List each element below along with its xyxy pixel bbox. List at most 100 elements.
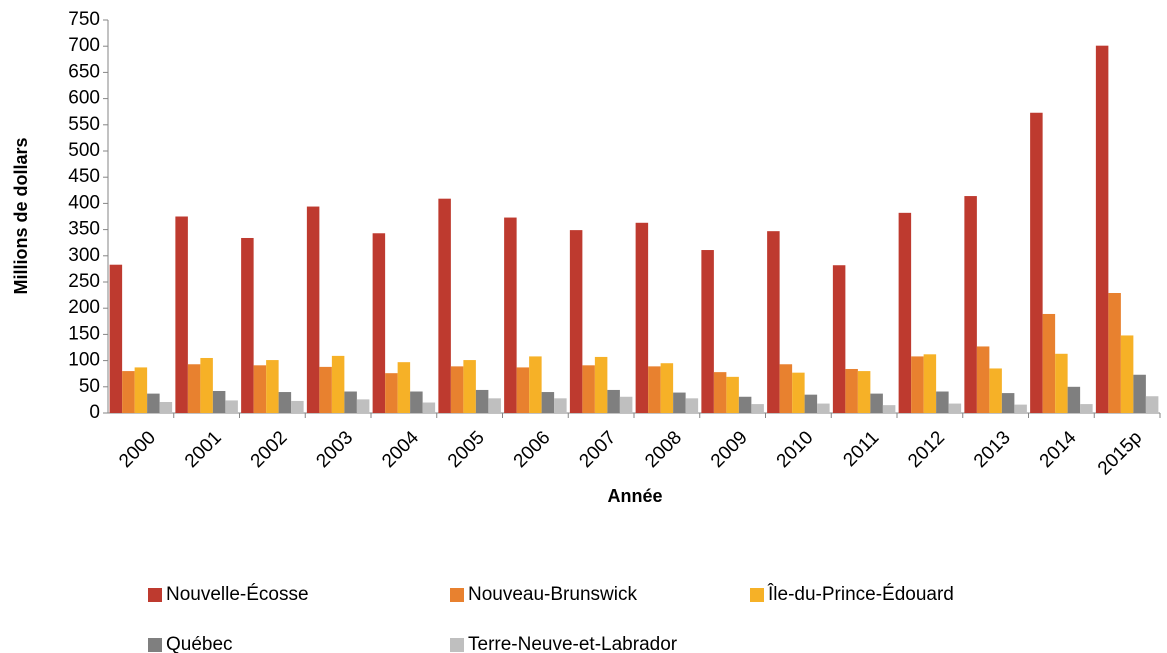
- bar: [779, 364, 793, 413]
- bar: [134, 367, 148, 413]
- bar: [870, 393, 883, 413]
- bar: [738, 396, 752, 413]
- bar: [989, 368, 1002, 413]
- bar: [372, 233, 386, 413]
- bar: [619, 396, 633, 413]
- x-tick-label: 2015p: [1094, 427, 1146, 479]
- x-tick-label: 2013: [970, 427, 1015, 472]
- bar: [569, 230, 583, 413]
- bar: [175, 216, 188, 413]
- x-tick-label: 2014: [1036, 427, 1081, 472]
- bar: [356, 399, 370, 413]
- bar: [1080, 404, 1093, 413]
- bar: [1108, 293, 1121, 413]
- legend-label: Québec: [166, 634, 233, 653]
- bar: [225, 400, 238, 413]
- bar: [463, 360, 476, 413]
- y-tick-label: 650: [68, 61, 100, 82]
- bar: [857, 371, 871, 413]
- y-tick-label: 0: [89, 402, 100, 423]
- bar: [911, 356, 924, 413]
- legend-label: Nouveau-Brunswick: [468, 584, 637, 605]
- x-tick-label: 2010: [773, 427, 818, 472]
- bar: [817, 403, 830, 413]
- bar: [410, 391, 423, 413]
- bar: [109, 264, 123, 413]
- y-tick-label: 500: [68, 140, 100, 161]
- bar: [159, 401, 173, 413]
- bar: [804, 394, 818, 413]
- y-tick-label: 150: [68, 323, 100, 344]
- bar: [685, 398, 699, 413]
- bar: [1067, 386, 1081, 413]
- bar: [306, 206, 320, 413]
- bar: [726, 376, 739, 413]
- x-tick-label: 2006: [510, 427, 555, 472]
- bar: [1014, 404, 1027, 413]
- x-tick-label: 2005: [444, 427, 489, 472]
- x-tick-label: 2011: [839, 427, 883, 471]
- bar: [344, 391, 357, 413]
- legend-swatch: [148, 588, 162, 602]
- y-tick-label: 600: [68, 88, 100, 109]
- bar: [1120, 335, 1134, 413]
- bar: [122, 371, 135, 413]
- y-tick-label: 550: [68, 114, 100, 135]
- bar: [648, 366, 661, 413]
- y-tick-label: 350: [68, 219, 100, 240]
- bar: [701, 250, 714, 413]
- y-tick-label: 700: [68, 35, 100, 56]
- bar: [594, 356, 608, 413]
- bar: [673, 392, 686, 413]
- y-tick-label: 250: [68, 271, 100, 292]
- bar: [147, 393, 160, 413]
- bar: [751, 404, 764, 413]
- x-tick-label: 2004: [378, 427, 423, 472]
- bar: [635, 222, 649, 413]
- legend-swatch: [750, 588, 764, 602]
- bar: [541, 392, 555, 413]
- bar: [845, 368, 858, 413]
- bar: [1030, 112, 1043, 414]
- legend-label: Île-du-Prince-Édouard: [767, 583, 954, 605]
- x-tick-label: 2007: [575, 427, 620, 472]
- bar: [422, 402, 436, 413]
- bar: [488, 398, 501, 413]
- x-tick-label: 2008: [641, 427, 686, 472]
- bar: [504, 217, 517, 413]
- x-tick-label: 2009: [707, 427, 752, 472]
- bar: [200, 357, 213, 413]
- legend-swatch: [450, 588, 464, 602]
- bar: [291, 400, 304, 413]
- bar: [923, 354, 937, 413]
- bar: [529, 356, 542, 413]
- legend-label: Nouvelle-Écosse: [166, 584, 309, 605]
- bar: [1095, 45, 1109, 414]
- bar: [882, 405, 896, 413]
- bar: [475, 389, 489, 413]
- bar: [964, 196, 977, 413]
- bar: [278, 392, 292, 413]
- bar: [516, 367, 530, 413]
- bar: [976, 346, 990, 413]
- bar: [1042, 313, 1056, 413]
- x-tick-label: 2000: [115, 427, 160, 472]
- x-tick-label: 2012: [904, 427, 949, 472]
- y-tick-label: 50: [79, 376, 100, 397]
- bar: [713, 372, 727, 413]
- y-axis-title: Millions de dollars: [11, 137, 31, 294]
- bar: [660, 363, 674, 413]
- bar: [241, 237, 254, 413]
- y-tick-label: 450: [68, 166, 100, 187]
- bar: [397, 362, 411, 413]
- legend-swatch: [148, 638, 162, 652]
- x-tick-label: 2001: [181, 427, 226, 472]
- x-axis-title: Année: [607, 486, 662, 506]
- bar: [319, 366, 332, 413]
- bar: [1133, 374, 1146, 413]
- bar: [898, 212, 912, 413]
- bar: [554, 398, 567, 413]
- x-tick-label: 2002: [247, 427, 292, 472]
- legend-label: Terre-Neuve-et-Labrador: [468, 634, 678, 653]
